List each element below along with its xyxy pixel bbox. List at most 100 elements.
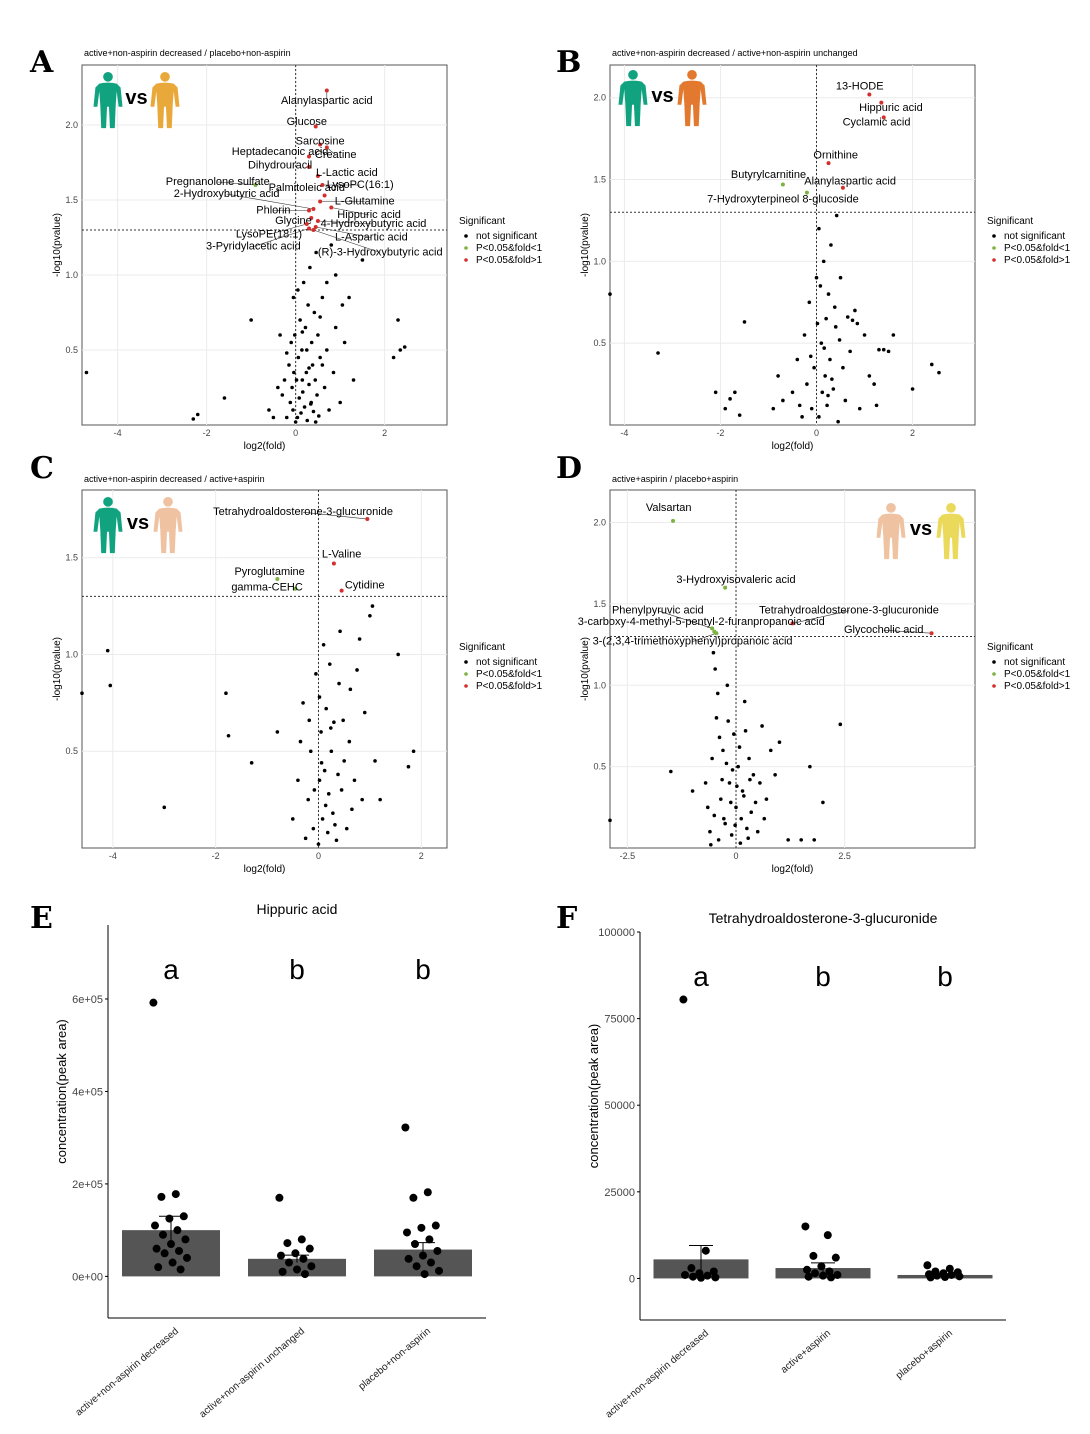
data-point (275, 730, 280, 734)
data-point (300, 330, 305, 334)
sample-point (301, 1270, 309, 1279)
sample-point (819, 1271, 827, 1280)
data-point (294, 378, 299, 382)
significance-letter: a (693, 961, 709, 992)
data-point (833, 325, 838, 329)
legend-swatch (464, 660, 468, 664)
data-point (306, 797, 310, 802)
metabolite-label: L-Lactic acid (316, 167, 378, 179)
data-point (280, 393, 285, 397)
x-tick-label: 2 (382, 428, 387, 438)
data-point (843, 398, 848, 403)
sample-point (160, 1249, 169, 1258)
human-figure-icon (93, 497, 123, 554)
panel-title: active+non-aspirin decreased / active+as… (84, 474, 265, 484)
sample-point (154, 1263, 163, 1272)
y-tick-label: 0.5 (593, 762, 606, 772)
data-point (80, 691, 84, 695)
data-point (728, 800, 733, 805)
panel-title: active+non-aspirin decreased / placebo+n… (84, 48, 291, 58)
significant-point (710, 626, 715, 631)
data-point (290, 385, 294, 390)
legend-swatch (464, 234, 468, 238)
vs-label: vs (127, 512, 149, 534)
human-figure-icon (153, 497, 183, 554)
data-point (398, 348, 403, 352)
data-point (292, 333, 297, 337)
sample-point (933, 1271, 941, 1280)
category-label: placebo+non-aspirin (357, 1326, 433, 1392)
data-point (300, 390, 305, 394)
significant-point (867, 92, 872, 97)
data-point (740, 789, 745, 793)
sample-point (299, 1254, 308, 1263)
data-point (311, 826, 316, 831)
data-point (857, 406, 862, 411)
data-point (352, 778, 357, 783)
data-point (334, 838, 339, 843)
sample-point (165, 1214, 174, 1223)
legend-title: Significant (459, 642, 505, 653)
metabolite-label: Glycine (275, 215, 312, 227)
label-connector (792, 610, 850, 624)
label-connector (657, 610, 713, 629)
data-point (319, 730, 323, 734)
metabolite-label: Valsartan (646, 502, 692, 514)
significant-point (780, 182, 785, 187)
data-point (295, 415, 300, 420)
data-point (751, 772, 756, 777)
data-point (929, 362, 934, 367)
data-point (222, 396, 227, 400)
data-point (406, 764, 411, 769)
sample-point (278, 1267, 287, 1276)
data-point (341, 718, 345, 723)
metabolite-label: Alanylaspartic acid (804, 175, 896, 187)
y-tick-label: 1.5 (593, 599, 606, 609)
human-figure-icon (93, 72, 123, 129)
data-point (727, 781, 732, 785)
label-connector (692, 632, 717, 642)
y-tick-label: 1.0 (65, 270, 78, 280)
legend-swatch (464, 258, 468, 262)
sample-point (711, 1273, 720, 1282)
legend-title: Significant (987, 216, 1033, 227)
legend-item: P<0.05&fold>1 (476, 255, 543, 266)
sample-point (955, 1272, 964, 1281)
metabolite-label: 7-Hydroxyterpineol 8-glucoside (707, 193, 859, 205)
data-point (309, 340, 314, 345)
data-point (329, 749, 334, 754)
data-point (867, 374, 872, 378)
data-point (360, 797, 364, 802)
data-point (729, 833, 734, 837)
y-axis-title: -log10(pvalue) (580, 637, 591, 701)
data-point (304, 370, 309, 375)
data-point (669, 769, 673, 774)
data-point (391, 355, 396, 360)
metabolite-label: Hippuric acid (859, 102, 923, 114)
data-point (714, 716, 719, 720)
data-point (309, 400, 314, 405)
data-point (327, 662, 332, 666)
sample-point (803, 1265, 811, 1274)
data-point (730, 768, 735, 772)
category-label: active+non-aspirin unchanged (197, 1326, 307, 1420)
metabolite-label: 3-(2,3,4-trimethoxyphenyl)propanoic acid (593, 636, 793, 648)
data-point (708, 829, 712, 834)
data-point (735, 784, 739, 788)
data-point (312, 788, 317, 792)
data-point (313, 420, 318, 424)
data-point (340, 303, 345, 307)
sample-point (159, 1230, 167, 1239)
metabolite-label: Heptadecanoic acid (232, 146, 329, 158)
data-point (723, 821, 727, 826)
data-point (820, 390, 825, 395)
sample-point (687, 1264, 696, 1273)
data-point (321, 643, 326, 647)
data-point (608, 292, 612, 296)
sample-point (409, 1193, 418, 1202)
plot-area (81, 489, 448, 849)
data-point (325, 830, 330, 835)
sample-point (297, 1235, 306, 1244)
category-label: active+non-aspirin decreased (74, 1326, 181, 1419)
panel-letter: C (30, 451, 54, 486)
